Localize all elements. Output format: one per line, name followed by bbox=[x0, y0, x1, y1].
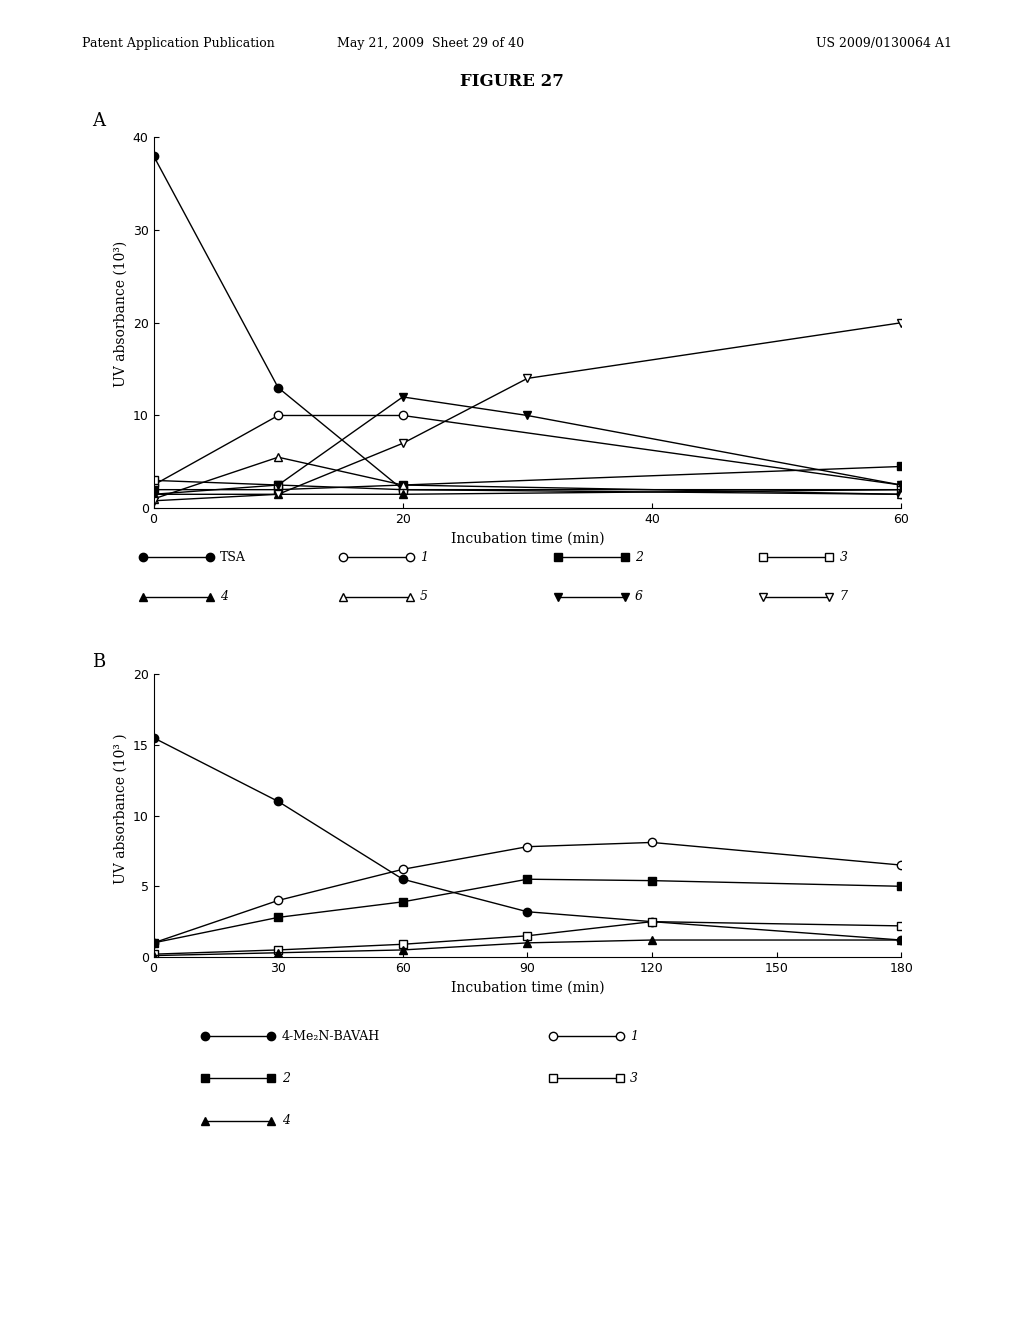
Y-axis label: UV absorbance (10³ ): UV absorbance (10³ ) bbox=[114, 733, 127, 884]
Text: 5: 5 bbox=[420, 590, 428, 603]
Text: 3: 3 bbox=[840, 550, 848, 564]
Text: 7: 7 bbox=[840, 590, 848, 603]
Text: 2: 2 bbox=[282, 1072, 290, 1085]
Text: A: A bbox=[92, 112, 105, 131]
Text: 1: 1 bbox=[420, 550, 428, 564]
Text: US 2009/0130064 A1: US 2009/0130064 A1 bbox=[816, 37, 952, 50]
Text: B: B bbox=[92, 653, 105, 672]
Text: TSA: TSA bbox=[220, 550, 246, 564]
Text: May 21, 2009  Sheet 29 of 40: May 21, 2009 Sheet 29 of 40 bbox=[337, 37, 523, 50]
X-axis label: Incubation time (min): Incubation time (min) bbox=[451, 981, 604, 994]
Text: 3: 3 bbox=[630, 1072, 638, 1085]
Text: Patent Application Publication: Patent Application Publication bbox=[82, 37, 274, 50]
Text: 4: 4 bbox=[282, 1114, 290, 1127]
Text: 2: 2 bbox=[635, 550, 643, 564]
Y-axis label: UV absorbance (10³): UV absorbance (10³) bbox=[114, 240, 127, 387]
Text: 4-Me₂N-BAVAH: 4-Me₂N-BAVAH bbox=[282, 1030, 380, 1043]
Text: 1: 1 bbox=[630, 1030, 638, 1043]
Text: FIGURE 27: FIGURE 27 bbox=[460, 73, 564, 90]
Text: 6: 6 bbox=[635, 590, 643, 603]
X-axis label: Incubation time (min): Incubation time (min) bbox=[451, 532, 604, 545]
Text: 4: 4 bbox=[220, 590, 228, 603]
